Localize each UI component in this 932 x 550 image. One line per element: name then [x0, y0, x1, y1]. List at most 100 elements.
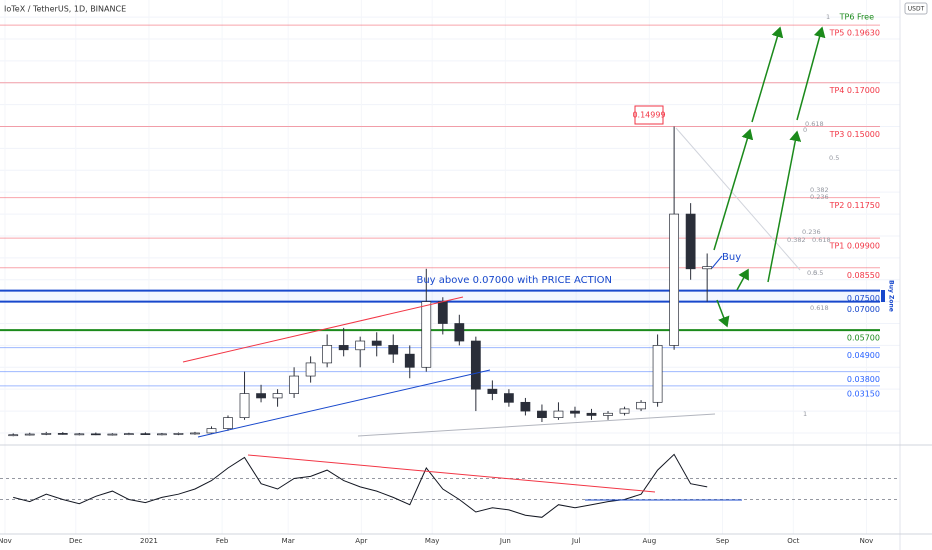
candle-body — [140, 433, 151, 435]
candle-body — [123, 433, 134, 435]
candle-body — [652, 345, 663, 403]
candle-body — [669, 213, 680, 346]
candle-body — [322, 345, 333, 364]
trendline — [357, 413, 716, 437]
candle-body — [74, 433, 85, 436]
arrow — [713, 128, 754, 251]
peak-label: 0.14999 — [632, 111, 665, 120]
candle-body — [107, 433, 118, 436]
fib-label: 0.236 — [810, 193, 829, 201]
x-tick-label: Sep — [716, 537, 730, 545]
price-axis — [900, 0, 932, 550]
candle-body — [454, 323, 465, 342]
fib-label: 0.5 — [829, 154, 839, 162]
x-tick-label: Oct — [787, 537, 799, 545]
level-label: 0.07500 — [847, 294, 880, 303]
trendline — [182, 296, 464, 363]
x-tick-label: 2021 — [140, 537, 158, 545]
x-tick-label: Nov — [860, 537, 874, 545]
rsi-trendline — [247, 454, 656, 493]
x-tick-label: Mar — [282, 537, 295, 545]
candle-body — [223, 417, 233, 429]
candle-body — [603, 412, 613, 416]
level-label: TP4 0.17000 — [829, 86, 880, 95]
currency: USDT — [908, 6, 925, 13]
fib-label: 0.236 — [802, 228, 821, 236]
level-label: TP3 0.15000 — [829, 130, 880, 139]
arrow — [716, 299, 730, 328]
fib-label: 0.382 — [787, 236, 806, 244]
buy-pointer — [711, 255, 723, 269]
buy-zone — [0, 290, 880, 302]
candle-body — [256, 393, 266, 399]
tp6-label: TP6 Free — [839, 13, 874, 22]
fib-label: 0.5 — [813, 269, 823, 277]
level-label: 0.07000 — [847, 305, 880, 314]
candle-body — [41, 433, 52, 435]
fib-label: 0.618 — [812, 236, 831, 244]
candle-body — [157, 433, 167, 436]
x-tick-label: Apr — [355, 537, 367, 545]
fib-label: 0 — [803, 126, 807, 134]
candle-body — [371, 340, 382, 346]
candle-body — [586, 412, 597, 416]
level-label: TP5 0.19630 — [829, 29, 880, 38]
rsi-pane — [0, 446, 903, 532]
price-pane: TP5 0.19630 TP4 0.17000 TP3 0.15000 TP2 0.1… — [0, 0, 900, 534]
fib-label: 1 — [826, 13, 830, 21]
candle-body — [289, 375, 299, 394]
level-label: TP2 0.11750 — [829, 201, 880, 210]
zone-label: Buy Zone — [888, 280, 895, 312]
x-tick-label: Feb — [216, 537, 229, 545]
level-label: TP1 0.09900 — [829, 242, 880, 251]
level-label: 0.03800 — [847, 375, 880, 384]
note: Buy above 0.07000 with PRICE ACTION — [416, 275, 612, 286]
arrows — [713, 26, 826, 328]
arrow — [736, 268, 749, 291]
candle-body — [520, 401, 531, 412]
trendline — [197, 369, 491, 438]
rsi-line — [13, 453, 708, 518]
candle-body — [206, 428, 217, 434]
candle-body — [537, 410, 547, 418]
arrow — [751, 26, 784, 123]
fib-label: 0.382 — [810, 186, 829, 194]
candle-body — [503, 393, 514, 403]
fib-line — [675, 127, 801, 271]
x-tick-label: Jun — [499, 537, 511, 545]
chart-title: IoTeX / TetherUS, 1D, BINANCE — [4, 5, 126, 14]
candle-body — [437, 301, 448, 324]
candle-body — [24, 433, 35, 436]
candle-body — [272, 393, 283, 399]
level-label: 0.08550 — [847, 271, 880, 280]
candle-body — [619, 408, 630, 414]
arrow — [796, 26, 826, 121]
level-label: 0.05700 — [847, 334, 880, 343]
candle-body — [404, 353, 415, 368]
buy-label: Buy — [722, 252, 741, 263]
candle-body — [636, 401, 646, 410]
fib-label: 0.618 — [810, 304, 829, 312]
candle-body — [685, 213, 696, 270]
candle-body — [90, 433, 101, 436]
candle-body — [8, 434, 19, 437]
candle-body — [470, 340, 481, 390]
x-tick-label: Dec — [69, 537, 83, 545]
candle-body — [702, 266, 713, 270]
candle-body — [305, 362, 316, 377]
candle-body — [173, 433, 184, 435]
candle-body — [190, 432, 200, 435]
candle-body — [239, 393, 250, 418]
candle-body — [421, 301, 432, 368]
currency-box — [904, 2, 928, 15]
x-tick-label: May — [425, 537, 439, 545]
candle-body — [338, 345, 349, 351]
fib-label: 0.618 — [805, 120, 824, 128]
peak-box — [634, 105, 664, 125]
candle-body — [57, 433, 68, 435]
level-label: 0.04900 — [847, 351, 880, 360]
candle-body — [388, 345, 399, 355]
candle-body — [570, 410, 580, 414]
candle-body — [487, 388, 498, 394]
